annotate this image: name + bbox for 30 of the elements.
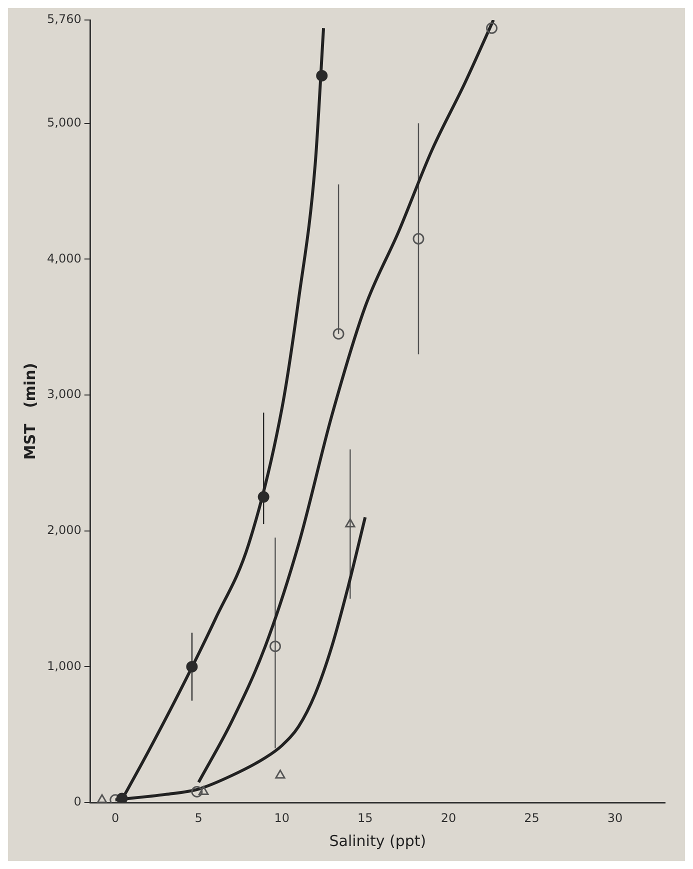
y-axis-title: MST (min) <box>20 362 39 460</box>
point <box>258 491 270 503</box>
y-tick-label: 5,000 <box>46 115 82 130</box>
x-tick-label: 25 <box>524 810 540 825</box>
point <box>332 328 344 340</box>
point <box>269 640 281 652</box>
point <box>345 518 356 528</box>
point <box>198 786 209 795</box>
x-tick-label: 0 <box>112 810 120 825</box>
y-tick-label: 1,000 <box>46 658 82 673</box>
point <box>96 794 108 803</box>
x-tick-label: 30 <box>607 810 623 825</box>
point <box>191 786 203 798</box>
y-tick-label: 5,760 <box>46 12 82 26</box>
x-tick-label: 5 <box>194 810 202 825</box>
y-tick-label: 3,000 <box>46 387 82 402</box>
point <box>316 70 328 82</box>
x-tick-label: 10 <box>274 810 290 825</box>
point <box>116 792 128 803</box>
point <box>412 233 424 244</box>
y-tick-label: 4,000 <box>46 251 82 266</box>
x-axis-title: Salinity (ppt) <box>329 832 426 850</box>
point <box>186 660 198 672</box>
y-tick-label: 0 <box>74 794 82 809</box>
point <box>275 770 286 779</box>
x-tick-label: 20 <box>440 810 456 825</box>
line-series <box>197 20 495 784</box>
x-tick-label: 15 <box>358 810 373 825</box>
point <box>486 22 498 34</box>
y-tick-label: 2,000 <box>46 522 82 537</box>
